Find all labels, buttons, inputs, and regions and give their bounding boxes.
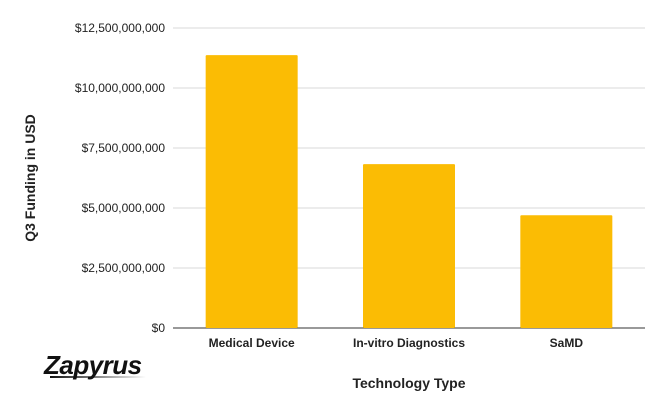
y-tick-label: $7,500,000,000 xyxy=(82,141,166,155)
y-tick-label: $12,500,000,000 xyxy=(75,21,165,35)
bar-samd xyxy=(520,215,613,328)
x-tick-label: Medical Device xyxy=(209,336,295,350)
y-axis-title: Q3 Funding in USD xyxy=(22,114,38,242)
bar-medical-device xyxy=(205,55,298,329)
y-tick-label: $2,500,000,000 xyxy=(82,261,166,275)
y-tick-label: $5,000,000,000 xyxy=(82,201,166,215)
x-axis-title: Technology Type xyxy=(352,375,465,391)
bar-in-vitro-diagnostics xyxy=(363,164,455,328)
y-tick-label: $10,000,000,000 xyxy=(75,81,165,95)
x-tick-label: In-vitro Diagnostics xyxy=(353,336,465,350)
x-tick-label: SaMD xyxy=(550,336,584,350)
zapyrus-logo: Zapyrus xyxy=(44,350,146,380)
y-tick-label: $0 xyxy=(152,321,166,335)
